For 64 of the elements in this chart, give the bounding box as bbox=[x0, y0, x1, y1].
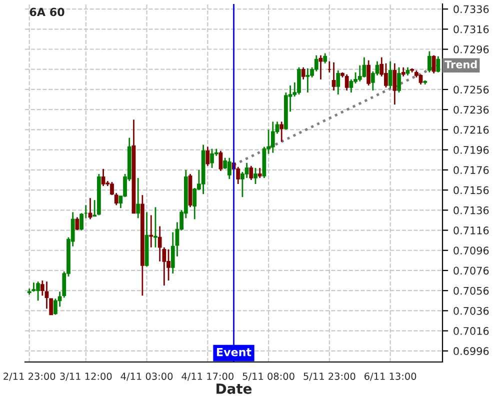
y-tick-label: 0.7196 bbox=[454, 146, 489, 154]
x-tick-label: 5/11 08:00 bbox=[242, 372, 294, 381]
candlestick bbox=[366, 60, 371, 86]
candlestick bbox=[154, 206, 158, 248]
candlestick bbox=[301, 66, 306, 80]
candlestick bbox=[101, 168, 106, 187]
y-tick-label: 0.7076 bbox=[454, 266, 489, 275]
y-tick-label: 0.7036 bbox=[454, 306, 489, 315]
y-tick-label: 0.7116 bbox=[454, 226, 489, 234]
y-tick-label: 0.7216 bbox=[454, 126, 489, 134]
candlestick bbox=[236, 166, 240, 185]
candlestick bbox=[314, 54, 318, 72]
candlestick bbox=[254, 167, 258, 185]
y-tick-label: 0.7336 bbox=[454, 5, 489, 14]
candlestick bbox=[136, 177, 140, 219]
candlestick bbox=[336, 70, 340, 96]
series-label: Trend bbox=[444, 60, 477, 68]
candlestick bbox=[218, 150, 223, 172]
candlestick bbox=[418, 74, 423, 86]
y-tick-label: 0.7236 bbox=[454, 106, 489, 114]
candlestick bbox=[206, 146, 210, 167]
candlestick bbox=[362, 56, 366, 78]
candlestick bbox=[258, 167, 262, 179]
candlestick bbox=[249, 165, 254, 181]
x-tick-label: 6/11 13:00 bbox=[364, 372, 416, 381]
candlestick bbox=[388, 60, 392, 90]
x-tick-label: 5/11 23:00 bbox=[304, 372, 356, 381]
x-tick-label: 4/11 17:00 bbox=[182, 372, 234, 381]
candlestick bbox=[270, 120, 275, 154]
candlestick bbox=[244, 162, 249, 179]
candlestick bbox=[323, 52, 328, 64]
y-tick-label: 0.7176 bbox=[454, 166, 489, 174]
candlestick bbox=[332, 62, 336, 92]
y-tick-label: 0.6996 bbox=[454, 347, 489, 356]
candlestick bbox=[306, 68, 310, 94]
chart-title: 6A 60 bbox=[30, 8, 64, 16]
y-tick-label: 0.7096 bbox=[454, 246, 489, 254]
candlestick bbox=[32, 282, 36, 292]
candlestick bbox=[192, 187, 197, 220]
candlestick bbox=[227, 157, 232, 180]
y-tick-label: 0.7156 bbox=[454, 186, 489, 194]
candlestick bbox=[436, 56, 440, 74]
x-tick-label: 4/11 03:00 bbox=[120, 372, 173, 381]
x-tick-label: 2/11 23:00 bbox=[4, 372, 56, 381]
y-tick-label: 0.7296 bbox=[454, 45, 489, 54]
candlestick bbox=[392, 62, 397, 106]
candlestick bbox=[349, 78, 354, 94]
x-axis-title: Date bbox=[216, 384, 252, 394]
y-tick-label: 0.7316 bbox=[454, 25, 489, 34]
candlestick bbox=[149, 214, 154, 248]
candlestick bbox=[280, 120, 284, 142]
y-tick-label: 0.7056 bbox=[454, 286, 489, 295]
candlestick bbox=[428, 50, 432, 74]
candlestick bbox=[397, 66, 401, 94]
candlestick bbox=[36, 280, 40, 302]
candlestick bbox=[75, 216, 80, 231]
y-tick-label: 0.7136 bbox=[454, 206, 489, 214]
text: Event bbox=[216, 348, 252, 356]
candlestick bbox=[401, 66, 406, 78]
candlestick bbox=[432, 54, 436, 74]
y-tick-label: 0.7256 bbox=[454, 86, 489, 94]
x-tick-label: 3/11 12:00 bbox=[60, 372, 112, 381]
y-tick-label: 0.7016 bbox=[454, 327, 489, 335]
candlestick bbox=[344, 74, 349, 92]
